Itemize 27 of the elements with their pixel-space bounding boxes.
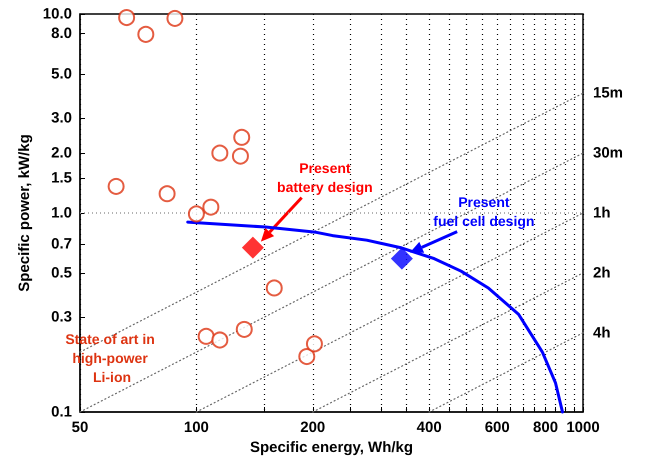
y-tick-label: 5.0 xyxy=(51,65,72,82)
x-tick-label: 400 xyxy=(416,419,442,436)
x-tick-label: 600 xyxy=(484,419,510,436)
y-tick-label: 3.0 xyxy=(51,110,72,127)
x-tick-label: 1000 xyxy=(566,419,600,436)
y-tick-label: 8.0 xyxy=(51,24,72,42)
y-tick-label: 2.0 xyxy=(51,144,72,162)
series-label: 2h xyxy=(593,264,611,282)
series-label: 15m xyxy=(593,84,624,102)
y-tick-label: 0.1 xyxy=(51,404,72,420)
series-label: 4h xyxy=(593,324,611,342)
y-axis-title: Specific power, kW/kg xyxy=(16,134,33,292)
y-tick-label: 0.5 xyxy=(51,264,72,282)
y-tick-label: 1.5 xyxy=(51,169,72,186)
y-tick-label: 1.0 xyxy=(51,204,72,222)
y-tick-label: 0.7 xyxy=(51,235,72,252)
y-tick-label: 0.3 xyxy=(51,308,72,326)
series-label: 1h xyxy=(593,204,611,222)
text: Present fuel cell design xyxy=(433,194,534,230)
series-label: 30m xyxy=(593,144,624,162)
y-tick-label: 10.0 xyxy=(42,6,72,22)
text: Present battery design xyxy=(277,160,373,196)
x-axis-title: Specific energy, Wh/kg xyxy=(250,438,414,456)
x-tick-label: 800 xyxy=(533,419,558,436)
x-tick-label: 200 xyxy=(300,419,326,436)
x-tick-label: 100 xyxy=(184,419,209,436)
x-tick-label: 50 xyxy=(72,419,88,436)
